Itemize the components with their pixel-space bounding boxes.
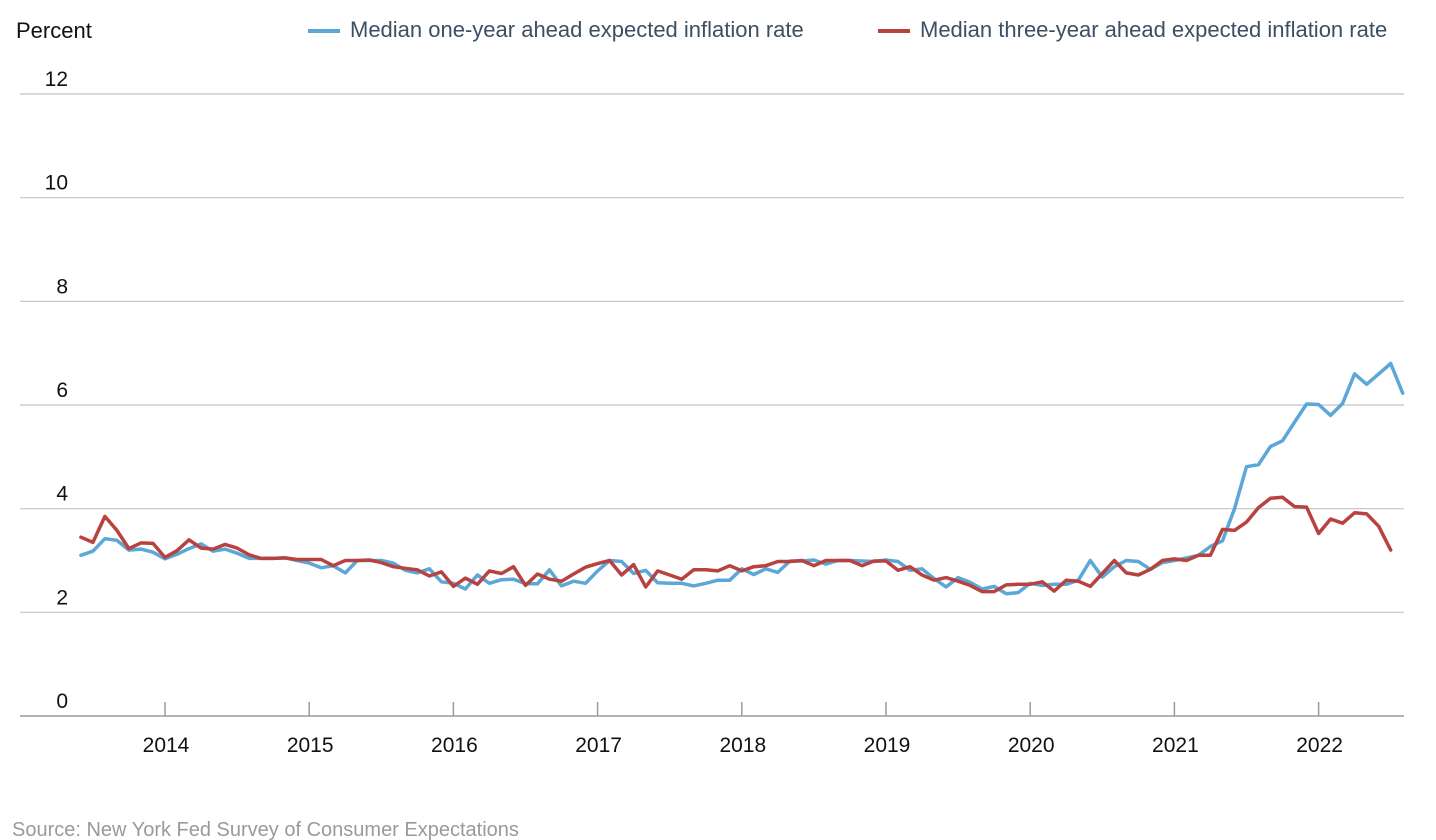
y-tick-label: 6 xyxy=(56,379,68,402)
x-tick-label: 2021 xyxy=(1152,734,1199,757)
x-axis: 2014 2015 2016 2017 2018 2019 2020 2021 2022 xyxy=(143,702,1343,757)
x-tick-label: 2019 xyxy=(864,734,911,757)
x-tick-label: 2018 xyxy=(719,734,766,757)
legend-label-three-year: Median three-year ahead expected inflati… xyxy=(920,17,1387,42)
x-tick-label: 2015 xyxy=(287,734,334,757)
x-tick-label: 2016 xyxy=(431,734,478,757)
source-note: Source: New York Fed Survey of Consumer … xyxy=(12,819,519,840)
legend: Median one-year ahead expected inflation… xyxy=(308,17,1387,42)
y-tick-label: 2 xyxy=(56,586,68,609)
x-tick-label: 2017 xyxy=(575,734,622,757)
x-tick-label: 2020 xyxy=(1008,734,1055,757)
x-tick-label: 2014 xyxy=(143,734,190,757)
gridlines xyxy=(20,93,1404,717)
legend-label-one-year: Median one-year ahead expected inflation… xyxy=(350,17,804,42)
y-tick-label: 12 xyxy=(45,68,68,91)
y-tick-label: 10 xyxy=(45,172,68,195)
y-axis-title: Percent xyxy=(16,18,92,43)
y-tick-label: 0 xyxy=(56,690,68,713)
y-axis-ticks: 0 2 4 6 8 10 12 xyxy=(45,68,69,713)
y-tick-label: 4 xyxy=(56,483,68,506)
series-lines xyxy=(79,361,1405,596)
x-tick-label: 2022 xyxy=(1296,734,1343,757)
series-line-three-year xyxy=(79,495,1393,594)
y-tick-label: 8 xyxy=(56,275,68,298)
